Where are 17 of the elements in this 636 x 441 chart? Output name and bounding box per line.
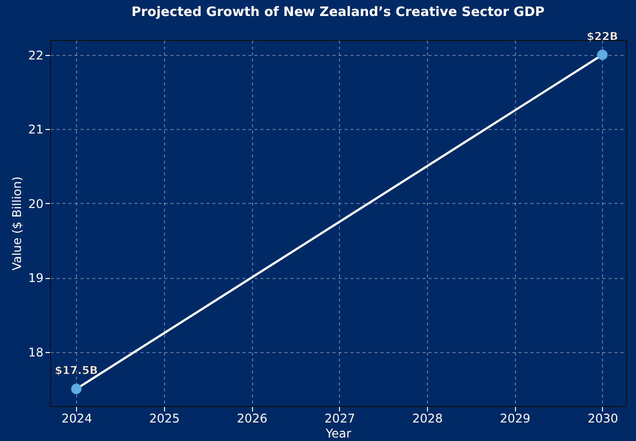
annotation: $22B: [586, 30, 618, 43]
x-tick-label: 2030: [588, 412, 618, 426]
y-tick-label: 20: [28, 196, 44, 211]
y-tick-label: 22: [28, 48, 44, 62]
y-tick-label: 21: [28, 122, 44, 137]
y-tick-label: 18: [28, 345, 44, 360]
x-tick-label: 2029: [500, 412, 530, 426]
x-tick-label: 2027: [324, 412, 356, 426]
x-tick-label: 2026: [236, 412, 268, 426]
y-axis-title: Value ($ Billion): [10, 176, 24, 271]
annotation: $17.5B: [54, 364, 98, 377]
x-tick-label: 2024: [62, 412, 92, 426]
x-axis-title: Year: [324, 426, 352, 440]
x-tick-label: 2025: [149, 412, 180, 426]
chart-title: Projected Growth of New Zealand’s Creative Sector GDP: [131, 4, 545, 20]
x-tick-label: 2028: [412, 412, 443, 426]
y-tick-label: 19: [28, 271, 44, 286]
